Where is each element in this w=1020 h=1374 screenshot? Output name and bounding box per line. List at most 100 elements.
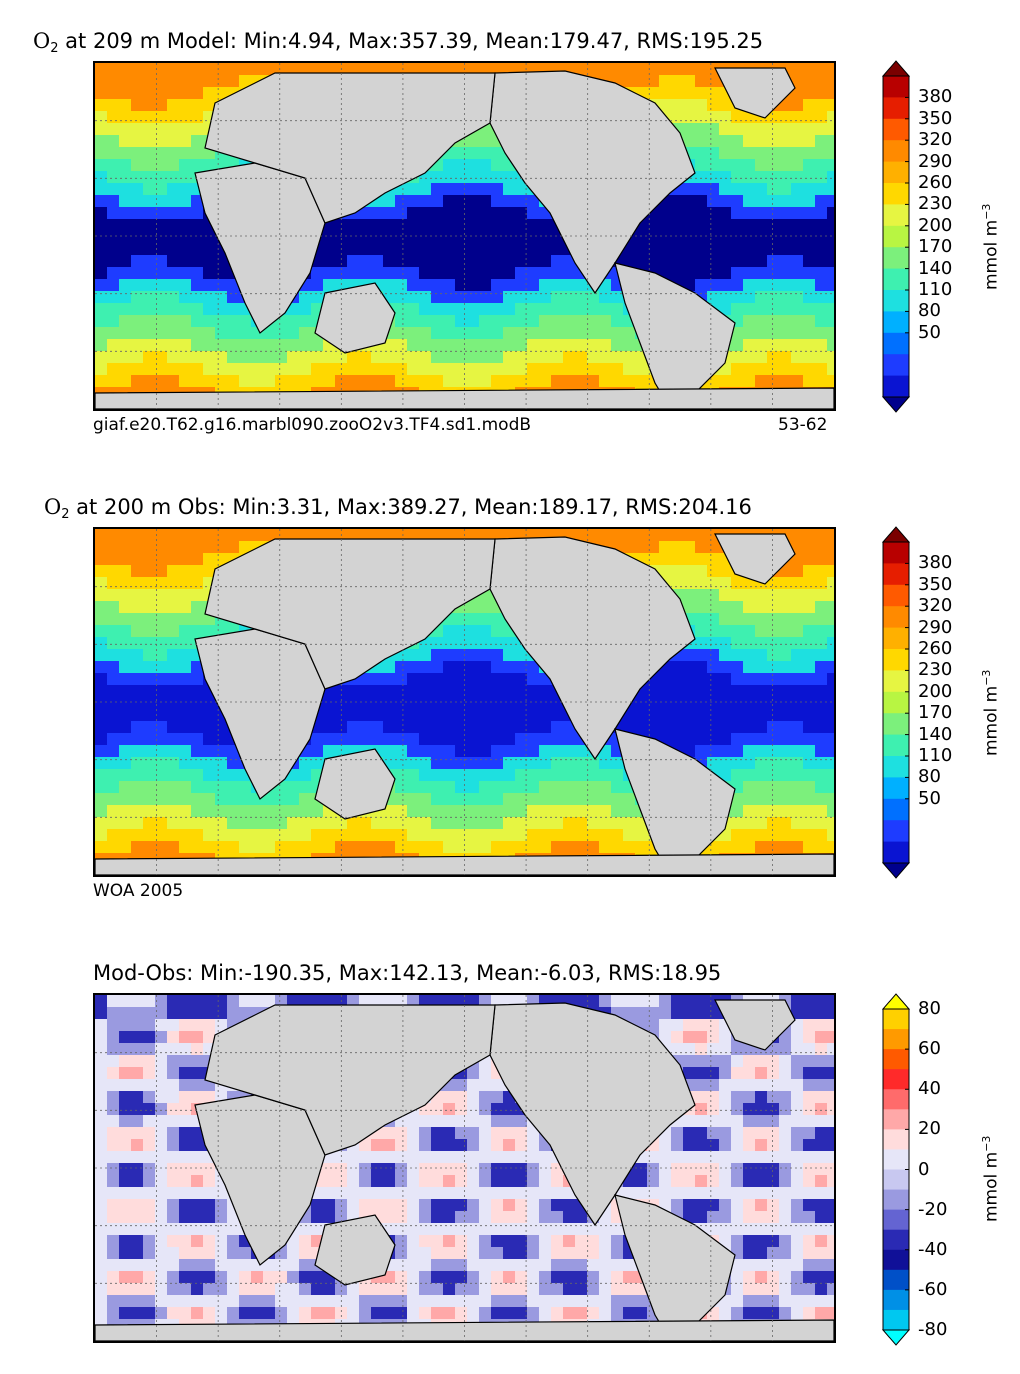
colorbar-extend-min [881, 396, 911, 413]
colorbar-segment [883, 1149, 909, 1170]
colorbar-extend-min [881, 1329, 911, 1346]
continent-land [204, 538, 496, 690]
colorbar-segment [883, 756, 909, 778]
colorbar-tick-label: 170 [918, 236, 953, 258]
colorbar-segment [883, 1089, 909, 1110]
colorbar-tick-label: 290 [918, 616, 953, 638]
colorbar-segment [883, 584, 909, 607]
colorbar-tick-label: 80 [918, 998, 941, 1019]
colorbar-segment [883, 183, 909, 205]
colorbar-segment [883, 76, 909, 98]
title-text: Mod-Obs: Min:-190.35, Max:142.13, Mean:-… [93, 961, 722, 985]
continent-land [714, 67, 796, 119]
map-svg [95, 529, 834, 875]
colorbar-segment [883, 627, 909, 650]
unit-text: mmol m [981, 685, 1002, 756]
colorbar-tick-label: -60 [918, 1278, 948, 1300]
colorbar-segment [883, 1109, 909, 1130]
colorbar-segment [883, 1229, 909, 1251]
colorbar-segment [883, 118, 909, 141]
continent-land [314, 748, 396, 820]
run-name-label: giaf.e20.T62.g16.marbl090.zooO2v3.TF4.sd… [93, 415, 532, 435]
colorbar-segment [883, 670, 909, 693]
colorbar-tick-label: 290 [918, 150, 953, 172]
colorbar-segment [883, 290, 909, 312]
continent-land [489, 536, 696, 761]
colorbar-tick-label: 140 [918, 723, 953, 745]
colorbar-segment [883, 820, 909, 843]
panel-title: O2 at 200 m Obs: Min:3.31, Max:389.27, M… [44, 495, 752, 522]
colorbar-segment [883, 1309, 909, 1331]
continent-land [314, 282, 396, 354]
colorbar-segment [883, 798, 909, 821]
colorbar-segment [883, 140, 909, 163]
colorbar [881, 60, 911, 413]
colorbar-segment [883, 311, 909, 334]
continent-land [714, 533, 796, 585]
source-label: WOA 2005 [93, 881, 184, 901]
colorbar-tick-label: 60 [918, 1038, 941, 1060]
unit-exponent: −3 [980, 1135, 993, 1152]
colorbar-tick-label: 260 [918, 638, 953, 659]
continent-land [714, 999, 796, 1051]
colorbar-tick-label: 350 [918, 107, 953, 129]
colorbar-tick-label: 230 [918, 193, 953, 215]
colorbar-tick-label: 80 [918, 766, 941, 788]
map-plot [93, 61, 836, 411]
colorbar-tick-label: 170 [918, 702, 953, 724]
unit-text: mmol m [981, 1151, 1002, 1222]
colorbar-tick-label: 320 [918, 595, 953, 617]
unit-exponent: −3 [980, 203, 993, 220]
colorbar-segment [883, 332, 909, 355]
colorbar-segment [883, 161, 909, 184]
colorbar-extend-max [881, 526, 911, 543]
colorbar-tick-label: 380 [918, 86, 953, 108]
colorbar-tick-label: 200 [918, 680, 953, 702]
colorbar-segment [883, 1049, 909, 1070]
colorbar-segment [883, 1069, 909, 1090]
o2-symbol: O [44, 495, 62, 519]
colorbar-tick-label: -20 [918, 1198, 948, 1220]
colorbar-frame [882, 541, 910, 864]
colorbar-tick-label: 320 [918, 129, 953, 151]
panel-title: Mod-Obs: Min:-190.35, Max:142.13, Mean:-… [93, 963, 721, 987]
colorbar-tick-label: 50 [918, 787, 941, 809]
colorbar-segment [883, 649, 909, 671]
colorbar-tick-label: 110 [918, 279, 953, 300]
colorbar-tick-label: -80 [918, 1319, 948, 1340]
colorbar-segment [883, 97, 909, 120]
colorbar-segment [883, 777, 909, 800]
colorbar-tick-label: 260 [918, 172, 953, 193]
colorbar-segment [883, 563, 909, 586]
continent-land [204, 72, 496, 224]
o2-symbol: O [33, 29, 51, 53]
continent-land [314, 1214, 396, 1286]
map-plot [93, 993, 836, 1343]
colorbar-segment [883, 225, 909, 248]
colorbar-segment [883, 841, 909, 864]
colorbar-segment [883, 606, 909, 629]
unit-text: mmol m [981, 219, 1002, 290]
colorbar-tick-label: 0 [918, 1158, 930, 1180]
colorbar-segment [883, 1289, 909, 1311]
colorbar-extend-min [881, 862, 911, 879]
colorbar-tick-label: 80 [918, 300, 941, 322]
colorbar-segment [883, 1249, 909, 1271]
colorbar-frame [882, 75, 910, 398]
colorbar [881, 526, 911, 879]
colorbar-segment [883, 691, 909, 714]
colorbar-segment [883, 1009, 909, 1030]
o2-subscript: 2 [61, 507, 70, 522]
map-svg [95, 63, 834, 409]
colorbar-extend-max [881, 60, 911, 77]
colorbar-unit: mmol m−3 [980, 670, 1002, 756]
o2-subscript: 2 [50, 41, 59, 56]
colorbar-unit: mmol m−3 [980, 1136, 1002, 1222]
continent-land [489, 1002, 696, 1227]
colorbar-segment [883, 1129, 909, 1150]
colorbar-tick-label: 140 [918, 257, 953, 279]
map-svg [95, 995, 834, 1341]
colorbar-unit: mmol m−3 [980, 204, 1002, 290]
colorbar-segment [883, 1029, 909, 1050]
colorbar-extend-max [881, 993, 911, 1010]
